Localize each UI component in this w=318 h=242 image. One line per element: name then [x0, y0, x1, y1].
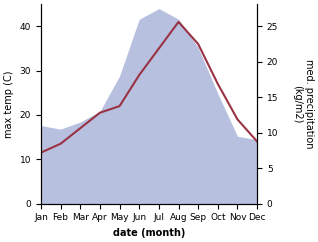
- Y-axis label: max temp (C): max temp (C): [4, 70, 14, 138]
- X-axis label: date (month): date (month): [113, 228, 185, 238]
- Y-axis label: med. precipitation
(kg/m2): med. precipitation (kg/m2): [292, 59, 314, 149]
